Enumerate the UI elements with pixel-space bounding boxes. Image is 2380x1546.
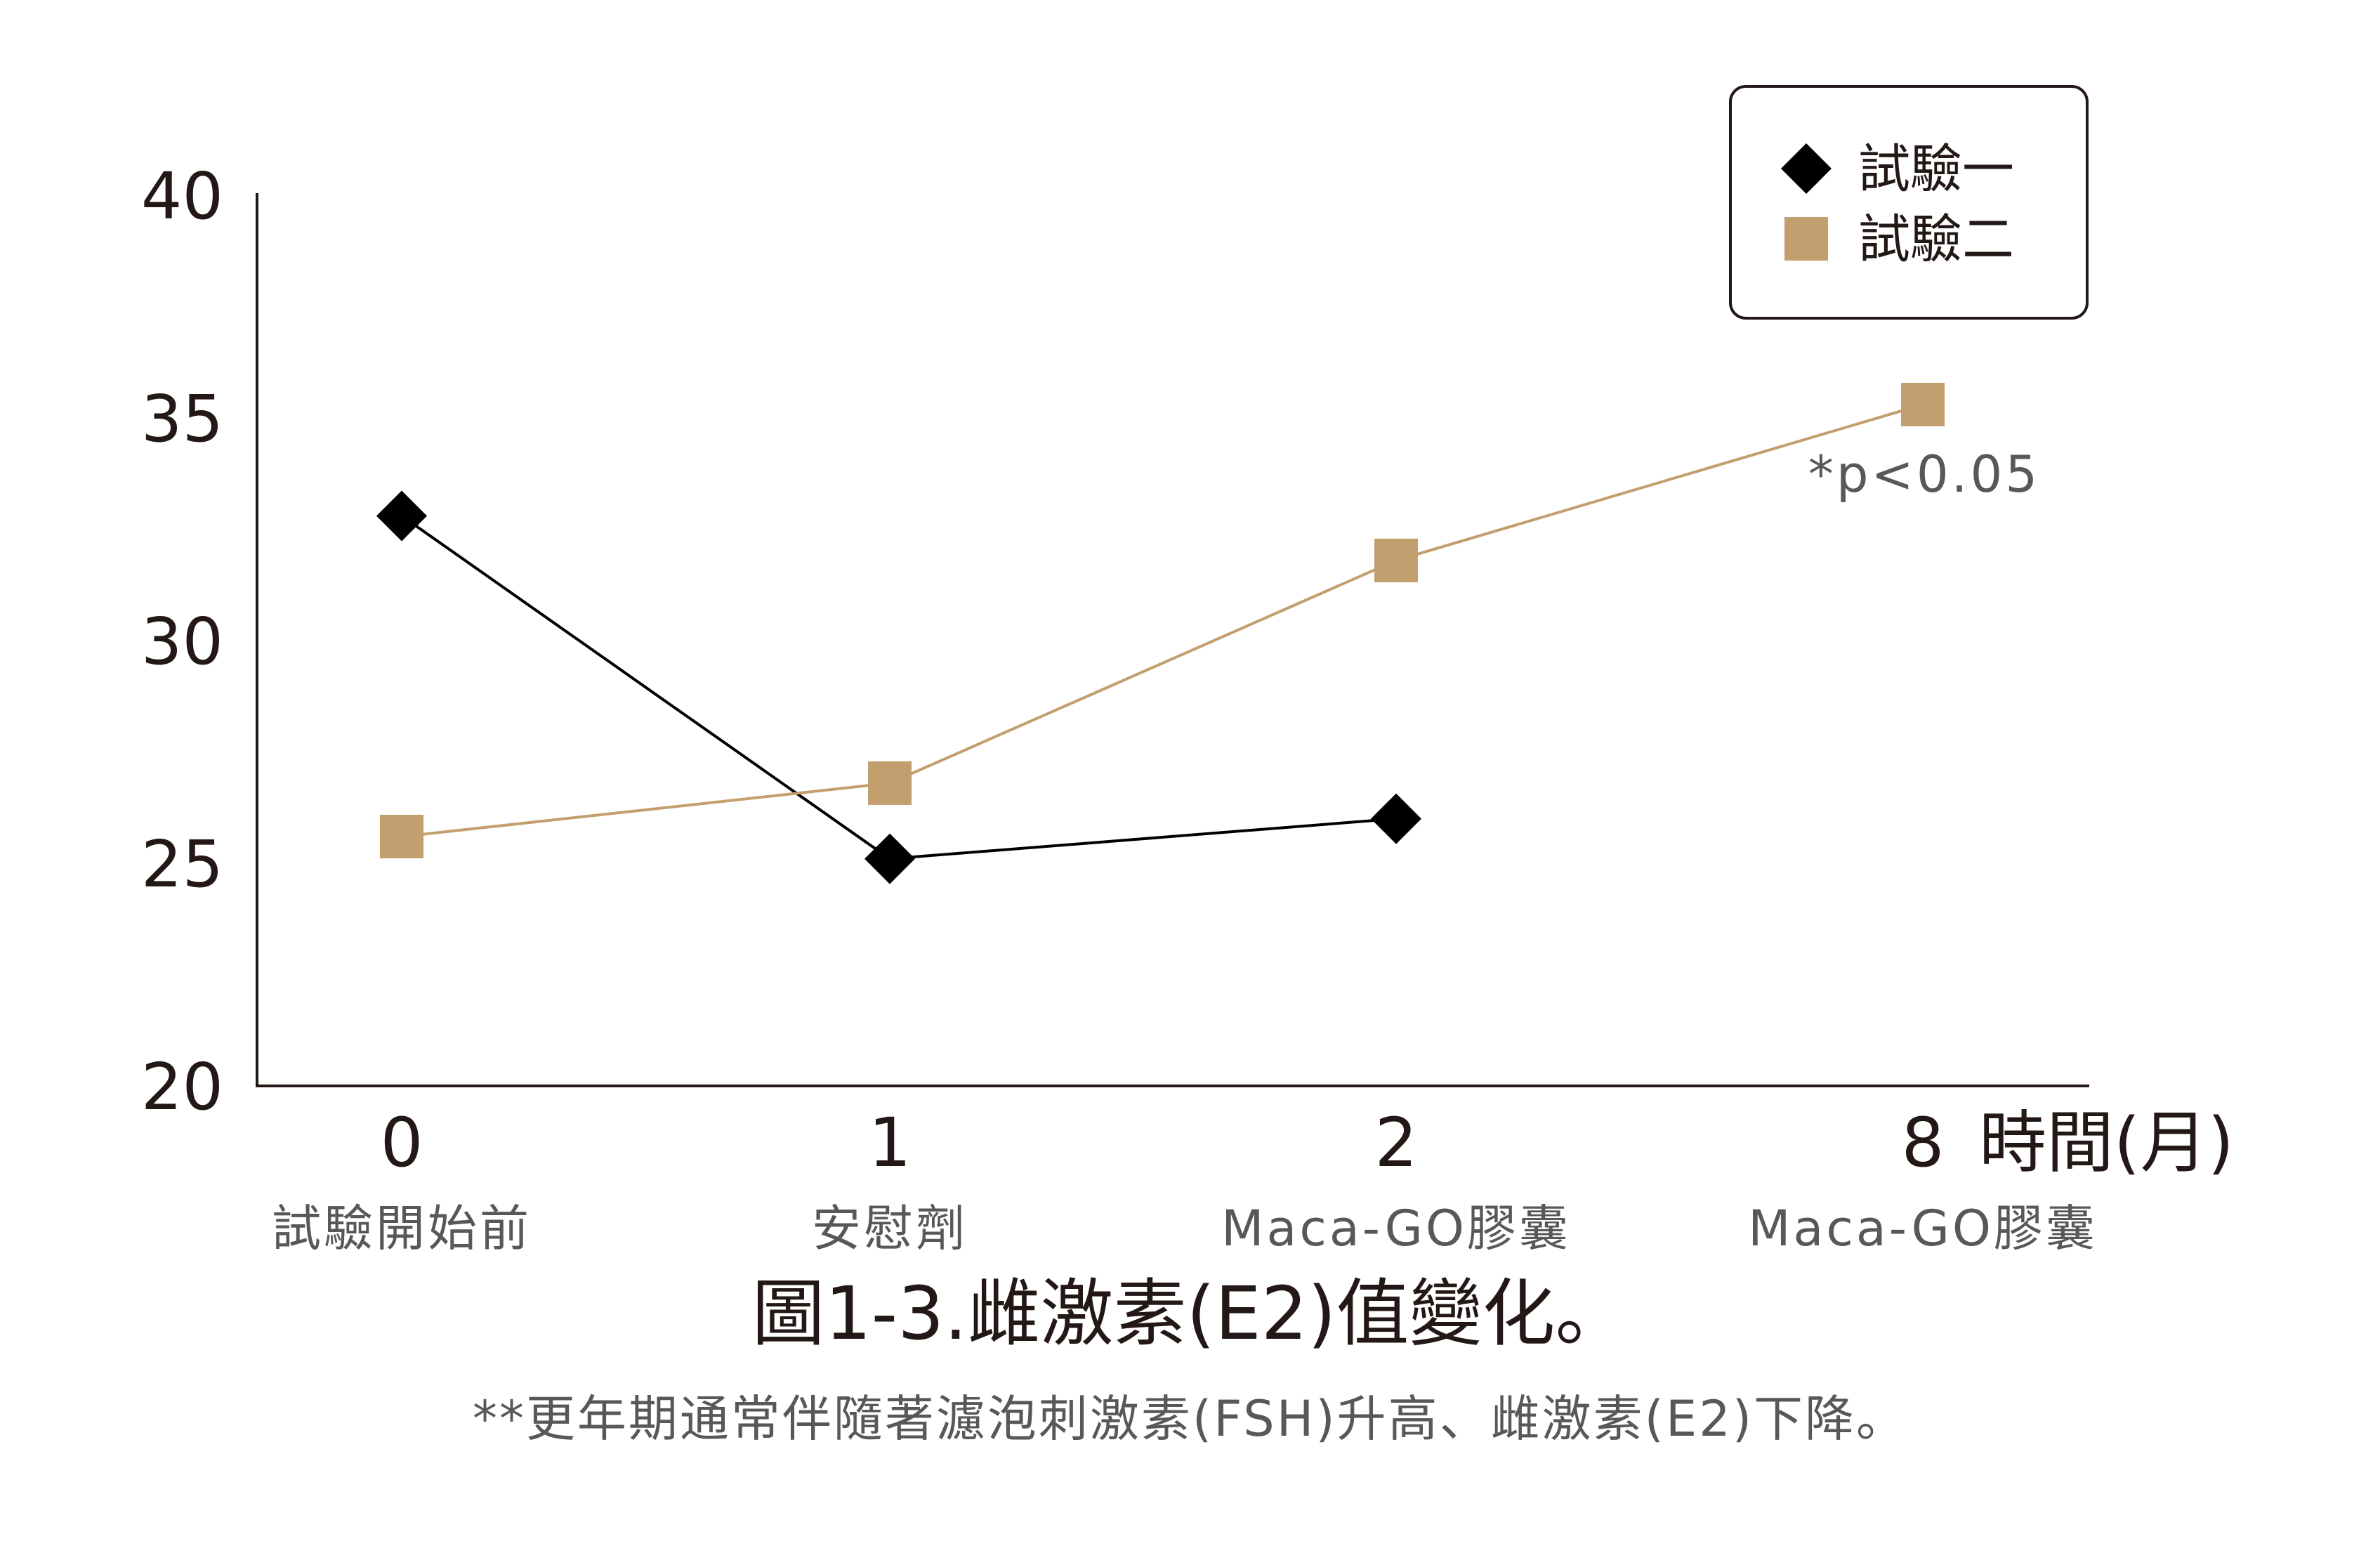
x-category-sublabel: 試驗開始前 [272,1200,532,1257]
x-axis-label: 時間(月) [1979,1103,2234,1182]
legend-box [1729,85,2089,320]
axes [256,193,2089,1087]
data-point-series-1 [864,833,915,884]
y-tick-labels: 20 25 30 35 40 [141,159,223,1125]
series-markers [376,382,1945,884]
y-tick-label: 30 [141,604,223,679]
x-category-sublabel: 安慰劑 [812,1200,968,1257]
y-tick-label: 40 [141,159,223,234]
legend-label-2: 試驗二 [1858,209,2014,270]
x-category-sublabel: Maca-GO膠囊 [1221,1200,1571,1257]
significance-annotation: *p<0.05 [1808,445,2040,504]
y-tick-label: 35 [141,381,223,457]
data-point-series-2 [380,814,423,858]
data-point-series-2 [868,761,912,805]
data-point-series-2 [1374,538,1418,582]
x-tick-label: 0 [380,1103,423,1182]
annotations: *p<0.05 [1808,445,2040,504]
data-point-series-1 [1371,793,1421,844]
y-tick-label: 20 [141,1049,223,1125]
data-point-series-2 [1901,382,1945,426]
legend-marker-2 [1784,217,1828,261]
series-line-2 [401,403,1924,838]
series-lines [400,403,1924,860]
x-tick-label: 2 [1374,1103,1417,1182]
chart-title: 圖1-3.雌激素(E2)值變化。 [751,1271,1629,1356]
x-category-sublabel: Maca-GO膠囊 [1748,1200,2098,1257]
x-tick-labels: 0 試驗開始前 1 安慰劑 2 Maca-GO膠囊 8 Maca-GO膠囊 時間(月) [272,1103,2234,1257]
x-tick-label: 1 [868,1103,911,1182]
legend-label-1: 試驗一 [1858,139,2014,199]
legend-marker-1 [1781,143,1832,194]
series-line-1 [400,514,1397,860]
y-tick-label: 25 [141,827,223,902]
chart-footnote: **更年期通常伴隨著濾泡刺激素(FSH)升高、雌激素(E2)下降。 [472,1390,1908,1448]
data-point-series-1 [376,490,427,542]
x-tick-label: 8 [1901,1103,1944,1182]
